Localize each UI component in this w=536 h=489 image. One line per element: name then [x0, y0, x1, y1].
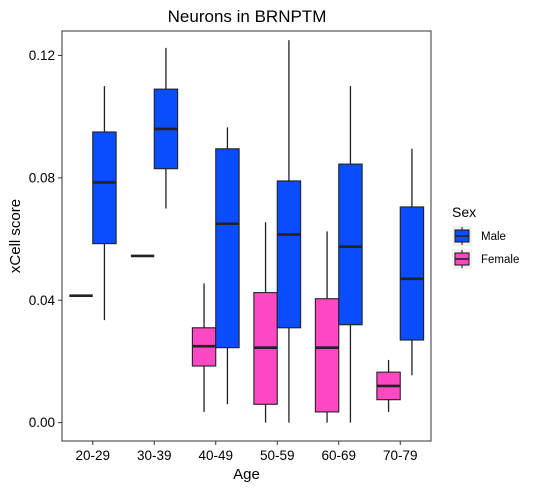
box-male-40-49: [215, 127, 240, 405]
x-tick-label: 50-59: [260, 448, 295, 463]
legend-label: Male: [481, 231, 506, 243]
box-female-50-59: [253, 222, 278, 423]
x-tick-label: 30-39: [137, 448, 172, 463]
box-male-30-39: [153, 47, 179, 209]
x-tick-label: 70-79: [383, 448, 418, 463]
box-female-60-69: [314, 231, 340, 423]
box-iqr: [215, 148, 240, 349]
box-male-70-79: [399, 148, 425, 376]
box-iqr: [276, 180, 302, 329]
y-tick-label: 0.08: [29, 170, 55, 185]
y-tick-label: 0.12: [29, 48, 55, 63]
y-tick-label: 0.00: [29, 415, 55, 430]
legend-title: Sex: [452, 204, 476, 220]
x-tick-label: 60-69: [321, 448, 356, 463]
y-axis: 0.00 0.04 0.08 0.12: [29, 48, 62, 430]
legend-item-male: Male: [452, 226, 506, 246]
box-iqr: [399, 206, 425, 341]
box-layer: [69, 40, 425, 423]
y-axis-label: xCell score: [7, 199, 24, 273]
box-iqr: [314, 298, 340, 413]
legend-label: Female: [481, 254, 519, 266]
box-male-60-69: [338, 86, 363, 423]
box-male-50-59: [276, 40, 302, 423]
x-tick-label: 20-29: [75, 448, 110, 463]
chart-title: Neurons in BRNPTM: [168, 7, 327, 26]
box-iqr: [92, 131, 117, 245]
x-axis-label: Age: [233, 466, 260, 483]
box-male-20-29: [92, 86, 117, 321]
plot-panel: [61, 30, 432, 442]
box-iqr: [338, 163, 363, 326]
y-tick-label: 0.04: [29, 293, 56, 308]
legend: Sex Male Female: [452, 204, 519, 269]
x-tick-label: 40-49: [198, 448, 233, 463]
x-axis: 20-29 30-39 40-49 50-59 60-69 70-79: [75, 441, 418, 463]
box-female-70-79: [376, 359, 401, 412]
legend-item-female: Female: [452, 249, 519, 269]
